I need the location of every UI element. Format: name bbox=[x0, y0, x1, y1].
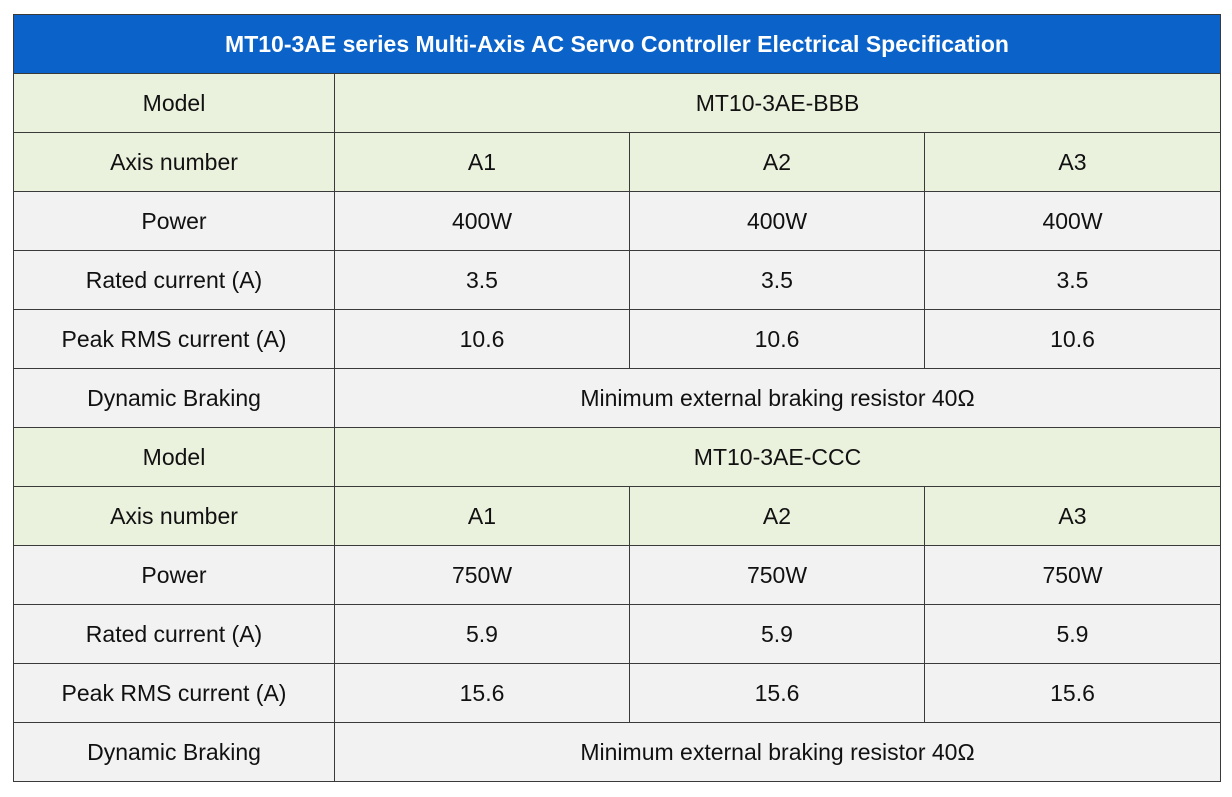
power-row: Power 400W 400W 400W bbox=[13, 191, 1221, 251]
model-row: Model MT10-3AE-CCC bbox=[13, 427, 1221, 487]
axis-row: Axis number A1 A2 A3 bbox=[13, 132, 1221, 192]
axis-cell: A2 bbox=[629, 132, 925, 192]
peak-current-cell: 15.6 bbox=[924, 663, 1221, 723]
peak-current-label: Peak RMS current (A) bbox=[13, 663, 335, 723]
peak-current-cell: 15.6 bbox=[629, 663, 925, 723]
peak-current-cell: 10.6 bbox=[334, 309, 630, 369]
axis-cell: A2 bbox=[629, 486, 925, 546]
axis-cell: A3 bbox=[924, 132, 1221, 192]
rated-current-cell: 5.9 bbox=[924, 604, 1221, 664]
peak-current-label: Peak RMS current (A) bbox=[13, 309, 335, 369]
model-value: MT10-3AE-CCC bbox=[334, 427, 1221, 487]
rated-current-cell: 3.5 bbox=[334, 250, 630, 310]
table-title: MT10-3AE series Multi-Axis AC Servo Cont… bbox=[13, 14, 1221, 74]
axis-cell: A1 bbox=[334, 486, 630, 546]
rated-current-row: Rated current (A) 5.9 5.9 5.9 bbox=[13, 604, 1221, 664]
peak-current-row: Peak RMS current (A) 15.6 15.6 15.6 bbox=[13, 663, 1221, 723]
rated-current-cell: 3.5 bbox=[924, 250, 1221, 310]
peak-current-row: Peak RMS current (A) 10.6 10.6 10.6 bbox=[13, 309, 1221, 369]
axis-label: Axis number bbox=[13, 132, 335, 192]
power-cell: 750W bbox=[924, 545, 1221, 605]
rated-current-cell: 5.9 bbox=[334, 604, 630, 664]
dynamic-braking-value: Minimum external braking resistor 40Ω bbox=[334, 722, 1221, 782]
model-label: Model bbox=[13, 427, 335, 487]
title-row: MT10-3AE series Multi-Axis AC Servo Cont… bbox=[13, 14, 1221, 74]
rated-current-row: Rated current (A) 3.5 3.5 3.5 bbox=[13, 250, 1221, 310]
dynamic-braking-value: Minimum external braking resistor 40Ω bbox=[334, 368, 1221, 428]
axis-row: Axis number A1 A2 A3 bbox=[13, 486, 1221, 546]
power-label: Power bbox=[13, 545, 335, 605]
dynamic-braking-row: Dynamic Braking Minimum external braking… bbox=[13, 722, 1221, 782]
power-row: Power 750W 750W 750W bbox=[13, 545, 1221, 605]
power-cell: 400W bbox=[629, 191, 925, 251]
rated-current-label: Rated current (A) bbox=[13, 604, 335, 664]
model-row: Model MT10-3AE-BBB bbox=[13, 73, 1221, 133]
power-cell: 400W bbox=[924, 191, 1221, 251]
power-cell: 750W bbox=[629, 545, 925, 605]
model-label: Model bbox=[13, 73, 335, 133]
axis-cell: A1 bbox=[334, 132, 630, 192]
axis-label: Axis number bbox=[13, 486, 335, 546]
model-value: MT10-3AE-BBB bbox=[334, 73, 1221, 133]
rated-current-label: Rated current (A) bbox=[13, 250, 335, 310]
spec-table: MT10-3AE series Multi-Axis AC Servo Cont… bbox=[13, 14, 1221, 782]
axis-cell: A3 bbox=[924, 486, 1221, 546]
dynamic-braking-label: Dynamic Braking bbox=[13, 722, 335, 782]
peak-current-cell: 10.6 bbox=[629, 309, 925, 369]
power-cell: 750W bbox=[334, 545, 630, 605]
rated-current-cell: 3.5 bbox=[629, 250, 925, 310]
peak-current-cell: 15.6 bbox=[334, 663, 630, 723]
power-cell: 400W bbox=[334, 191, 630, 251]
dynamic-braking-label: Dynamic Braking bbox=[13, 368, 335, 428]
dynamic-braking-row: Dynamic Braking Minimum external braking… bbox=[13, 368, 1221, 428]
rated-current-cell: 5.9 bbox=[629, 604, 925, 664]
peak-current-cell: 10.6 bbox=[924, 309, 1221, 369]
power-label: Power bbox=[13, 191, 335, 251]
